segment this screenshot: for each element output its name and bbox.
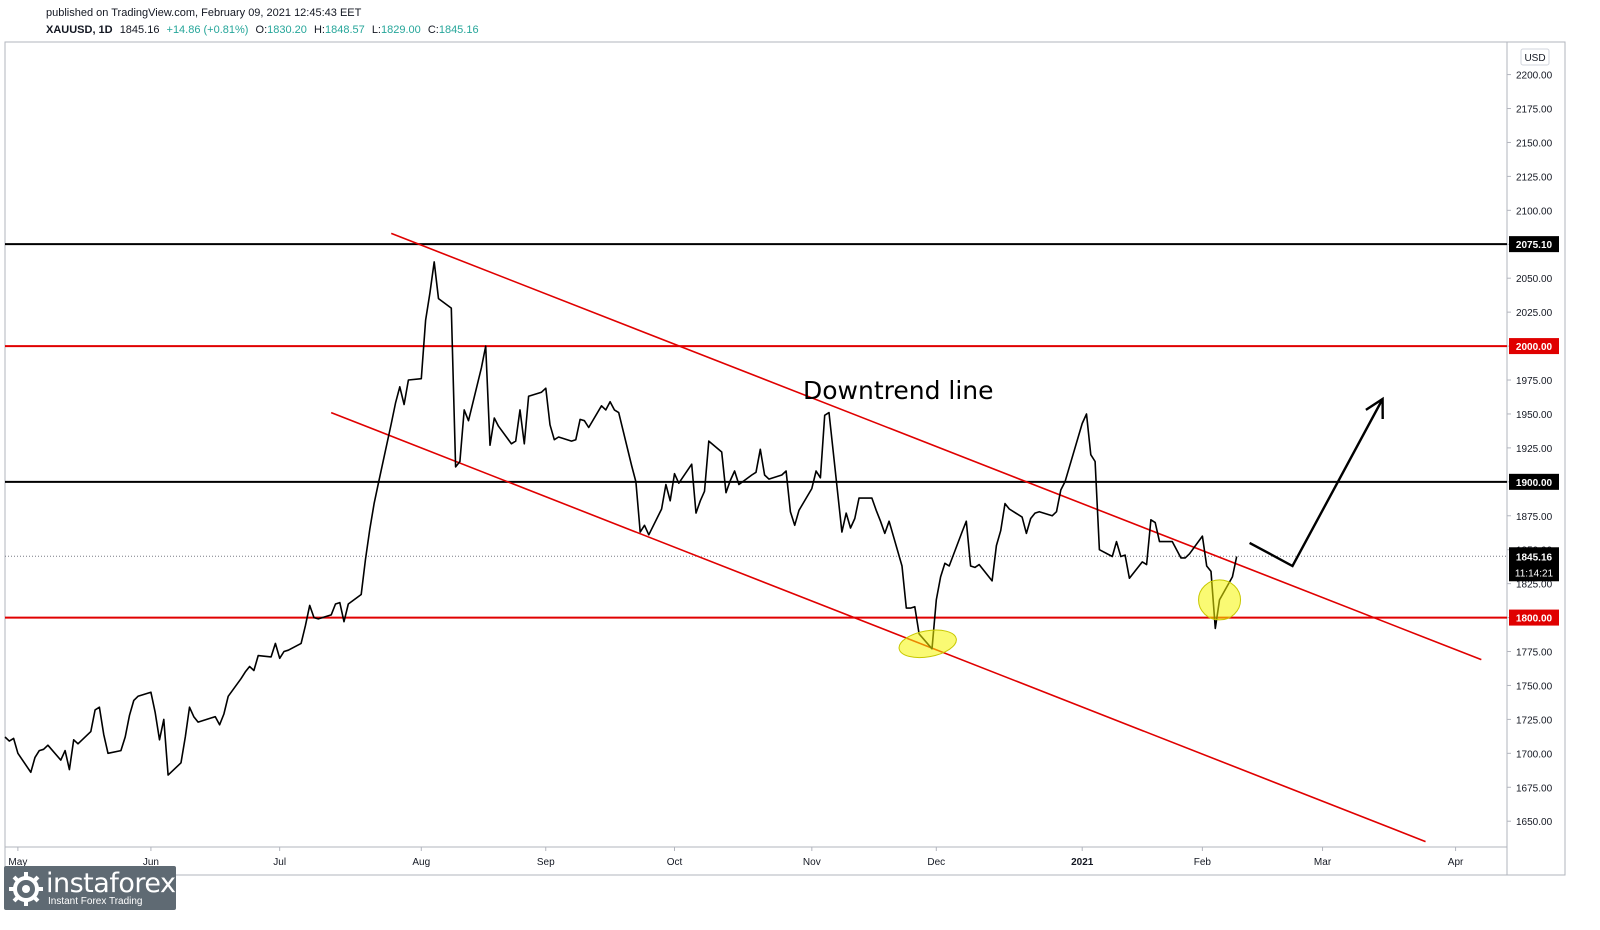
logo-brand: instaforex bbox=[46, 868, 176, 899]
instaforex-logo: instaforex Instant Forex Trading bbox=[4, 866, 176, 910]
level-label: 1800.00 bbox=[1516, 614, 1553, 625]
close-label: C: bbox=[427, 24, 439, 36]
y-tick-label: 2200.00 bbox=[1516, 71, 1553, 82]
x-tick-label: Apr bbox=[1448, 857, 1464, 868]
time-axis[interactable]: May Jun Jul Aug Sep Oct Nov Dec 2021 Feb Mar Apr bbox=[8, 847, 1464, 868]
last-price-label-bg bbox=[1509, 547, 1559, 582]
open-value: 1830.20 bbox=[267, 24, 307, 36]
symbol-label: XAUUSD, 1D bbox=[46, 24, 113, 36]
y-tick-label: 1700.00 bbox=[1516, 749, 1553, 760]
price-series bbox=[4, 261, 1238, 776]
high-label: H: bbox=[313, 24, 325, 36]
published-line: published on TradingView.com, February 0… bbox=[46, 7, 362, 19]
low-label: L: bbox=[371, 24, 381, 36]
y-tick-label: 1975.00 bbox=[1516, 376, 1553, 387]
x-tick-label: Mar bbox=[1314, 857, 1332, 868]
level-label-bg bbox=[1509, 338, 1559, 355]
y-tick-label: 1825.00 bbox=[1516, 580, 1553, 591]
y-tick-label: 1875.00 bbox=[1516, 512, 1553, 523]
y-tick-label: 2125.00 bbox=[1516, 172, 1553, 183]
x-tick-label: Sep bbox=[537, 857, 555, 868]
logo-tagline: Instant Forex Trading bbox=[48, 896, 143, 907]
x-tick-label: May bbox=[8, 857, 27, 868]
y-tick-label: 2150.00 bbox=[1516, 138, 1553, 149]
currency-label: USD bbox=[1524, 53, 1545, 64]
x-tick-label: Dec bbox=[927, 857, 945, 868]
y-tick-label: 1925.00 bbox=[1516, 444, 1553, 455]
level-label-bg bbox=[1509, 609, 1559, 626]
projection-arrow bbox=[1249, 396, 1384, 568]
price-line bbox=[4, 261, 1238, 776]
x-tick-label: Feb bbox=[1194, 857, 1212, 868]
level-label: 1900.00 bbox=[1516, 478, 1553, 489]
countdown-label: 11:14:21 bbox=[1515, 568, 1554, 579]
channel-line-0 bbox=[390, 232, 1482, 661]
close-value: 1845.16 bbox=[438, 24, 479, 36]
x-tick-label: Oct bbox=[667, 857, 683, 868]
level-labels: 2075.10 2000.00 1900.00 1800.00 1845.16 11:14… bbox=[1509, 236, 1559, 626]
highlight-circles bbox=[898, 579, 1242, 659]
level-label: 2000.00 bbox=[1516, 342, 1553, 353]
last-price-label: 1845.16 bbox=[1516, 552, 1553, 563]
y-tick-label: 1650.00 bbox=[1516, 817, 1553, 828]
annotation-downtrend-line: Downtrend line bbox=[803, 376, 994, 405]
y-tick-label: 2050.00 bbox=[1516, 274, 1553, 285]
open-label: O: bbox=[255, 24, 268, 36]
currency-badge bbox=[1520, 48, 1550, 66]
arrow-path bbox=[1249, 398, 1384, 568]
downtrend-channel bbox=[330, 232, 1482, 843]
x-tick-label: Jun bbox=[143, 857, 159, 868]
x-tick-label: Jul bbox=[273, 857, 286, 868]
gear-logo-icon bbox=[9, 872, 43, 906]
level-label: 2075.10 bbox=[1516, 240, 1553, 251]
chart-header: published on TradingView.com, February 0… bbox=[46, 5, 483, 39]
horizontal-levels bbox=[5, 243, 1507, 619]
y-tick-label: 2025.00 bbox=[1516, 308, 1553, 319]
y-tick-label: 1725.00 bbox=[1516, 715, 1553, 726]
price-change: +14.86 (+0.81%) bbox=[166, 24, 249, 36]
price-axis[interactable]: 2200.00 2175.00 2150.00 2125.00 2100.00 2075.… bbox=[1507, 71, 1553, 829]
arrow-head bbox=[1365, 396, 1384, 420]
x-tick-label: Nov bbox=[803, 857, 821, 868]
low-value: 1829.00 bbox=[381, 24, 421, 36]
chart-frame bbox=[4, 41, 1566, 876]
high-value: 1848.57 bbox=[324, 24, 365, 36]
highlight-circle-0 bbox=[898, 629, 957, 659]
y-tick-label: 1675.00 bbox=[1516, 783, 1553, 794]
y-tick-label: 1950.00 bbox=[1516, 410, 1553, 421]
y-tick-label: 1750.00 bbox=[1516, 681, 1553, 692]
level-label-bg bbox=[1509, 473, 1559, 490]
y-tick-label: 1775.00 bbox=[1516, 648, 1553, 659]
ohlc-line: XAUUSD, 1D 1845.16 +14.86 (+0.81%) O:183… bbox=[46, 22, 483, 39]
last-price: 1845.16 bbox=[119, 24, 160, 36]
x-tick-label: 2021 bbox=[1071, 857, 1094, 868]
y-tick-label: 2175.00 bbox=[1516, 105, 1553, 116]
x-tick-label: Aug bbox=[412, 857, 430, 868]
y-tick-label: 2100.00 bbox=[1516, 206, 1553, 217]
highlight-circle-1 bbox=[1198, 579, 1242, 621]
channel-line-1 bbox=[330, 411, 1426, 843]
level-label-bg bbox=[1509, 236, 1559, 253]
